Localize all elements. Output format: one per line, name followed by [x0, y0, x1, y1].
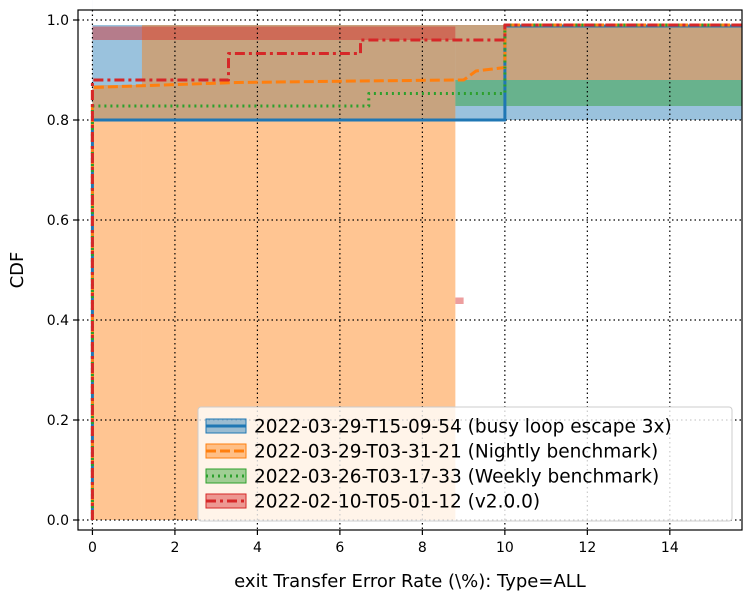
y-axis-label: CDF: [7, 252, 28, 289]
series-line-2022-02-10-t05-01-12-v2-0-0: [90, 23, 742, 520]
band-2022-03-29-t03-31-21-nightly-benchmark-0: [92, 85, 142, 520]
x-tick-label-2: 4: [253, 540, 262, 556]
x-tick-label-7: 14: [661, 540, 679, 556]
legend-label-0: 2022-03-29-T15-09-54 (busy loop escape 3…: [254, 417, 672, 438]
x-axis-label: exit Transfer Error Rate (\%): Type=ALL: [234, 571, 586, 592]
x-tick-label-3: 6: [335, 540, 344, 556]
y-tick-label-1: 0.2: [47, 413, 69, 429]
band-2022-03-26-t03-17-33-weekly-benchmark-0: [455, 80, 742, 106]
y-tick-label-0: 0.0: [47, 513, 69, 529]
band-2022-03-29-t15-09-54-busy-loop-escape-3x-3: [504, 25, 742, 120]
band-2022-03-29-t03-31-21-nightly-benchmark-2: [455, 25, 742, 80]
legend-label-3: 2022-02-10-T05-01-12 (v2.0.0): [254, 492, 540, 513]
y-tick-label-3: 0.6: [47, 213, 69, 229]
legend-box: [197, 406, 733, 522]
legend-item-1: 2022-03-29-T03-31-21 (Nightly benchmark): [205, 442, 658, 463]
x-tick-label-4: 8: [418, 540, 427, 556]
x-tick-label-1: 2: [170, 540, 179, 556]
y-tick-label-2: 0.4: [47, 313, 69, 329]
legend-label-1: 2022-03-29-T03-31-21 (Nightly benchmark): [254, 442, 658, 463]
series-lines: [90, 23, 742, 520]
y-tick-label-4: 0.8: [47, 113, 69, 129]
series-line-2022-03-29-t03-31-21-nightly-benchmark: [90, 23, 742, 520]
legend-item-3: 2022-02-10-T05-01-12 (v2.0.0): [205, 492, 540, 513]
legend-item-0: 2022-03-29-T15-09-54 (busy loop escape 3…: [205, 417, 672, 438]
legend-label-2: 2022-03-26-T03-17-33 (Weekly benchmark): [254, 467, 659, 488]
legend: 2022-03-29-T15-09-54 (busy loop escape 3…: [197, 406, 733, 522]
band-2022-02-10-t05-01-12-v2-0-0-1: [92, 26, 456, 40]
confidence-bands: [92, 0, 742, 520]
band-2022-02-10-t05-01-12-v2-0-0-2: [455, 297, 464, 304]
x-tick-label-5: 10: [496, 540, 514, 556]
x-axis-ticks: 0 2 4 6 8 10 12 14: [88, 530, 679, 556]
y-axis-ticks: 0.0 0.2 0.4 0.6 0.8 1.0: [47, 13, 78, 529]
legend-item-2: 2022-03-26-T03-17-33 (Weekly benchmark): [205, 467, 659, 488]
y-tick-label-5: 1.0: [47, 13, 69, 29]
plot-frame: [77, 9, 743, 531]
x-tick-label-6: 12: [578, 540, 596, 556]
x-tick-label-0: 0: [88, 540, 97, 556]
